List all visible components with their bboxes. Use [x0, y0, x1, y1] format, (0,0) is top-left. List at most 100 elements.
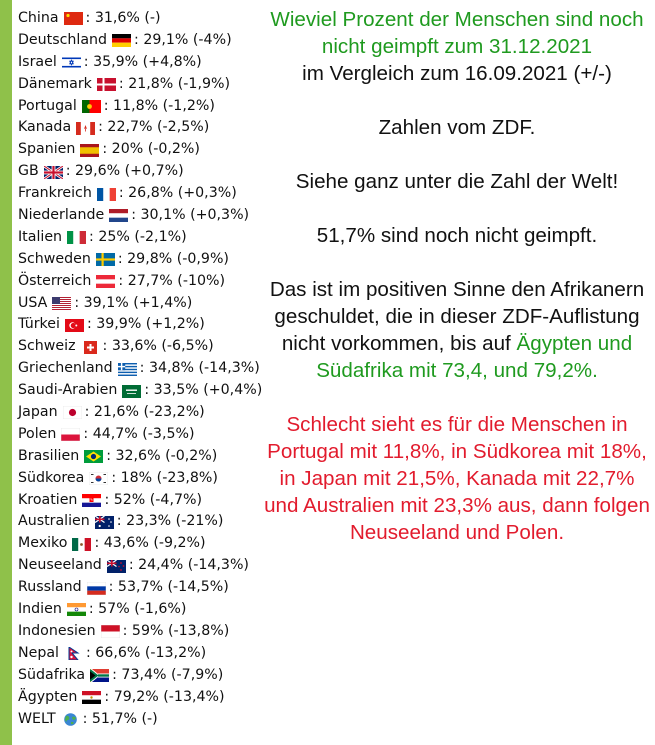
country-value: : 66,6% (-13,2%) [85, 644, 207, 661]
flag-japan-icon [62, 406, 82, 420]
country-name: Südkorea [18, 469, 85, 486]
flag-turkey-icon [64, 318, 84, 332]
heading-green: Wieviel Prozent der Menschen sind noch n… [270, 8, 644, 58]
country-row-usa: USA: 39,1% (+1,4%) [18, 293, 276, 315]
country-row-gb: GB: 29,6% (+0,7%) [18, 161, 276, 183]
country-row-oesterreich: Österreich : 27,7% (-10%) [18, 271, 276, 293]
country-row-australien: Australien : 23,3% (-21%) [18, 511, 276, 533]
country-name: Russland [18, 579, 82, 596]
country-value: : 18% (-23,8%) [111, 469, 218, 486]
country-value: : 21,8% (-1,9%) [118, 75, 231, 92]
country-name: Indien [18, 601, 62, 618]
country-value: : 51,7% (-) [82, 710, 158, 727]
country-value: : 27,7% (-10%) [118, 272, 226, 289]
flag-brazil-icon [84, 450, 104, 464]
country-row-neuseeland: Neuseeland : 24,4% (-14,3%) [18, 555, 276, 577]
world-hint: Siehe ganz unter die Zahl der Welt! [295, 170, 619, 193]
country-value: : 23,3% (-21%) [116, 513, 224, 530]
country-name: Neuseeland [18, 557, 102, 574]
country-name: Australien [18, 513, 90, 530]
left-accent-bar [0, 0, 12, 745]
flag-greece-icon [117, 362, 137, 376]
flag-denmark-icon [96, 78, 116, 92]
country-value: : 32,6% (-0,2%) [106, 447, 218, 464]
flag-spain-icon [80, 143, 100, 157]
flag-south-africa-icon [90, 669, 110, 683]
country-row-japan: Japan : 21,6% (-23,2%) [18, 402, 276, 424]
country-value: : 29,6% (+0,7%) [65, 163, 184, 180]
flag-egypt-icon [82, 691, 102, 705]
flag-netherlands-icon [109, 209, 129, 223]
country-value: : 39,9% (+1,2%) [86, 316, 205, 333]
country-value: : 29,8% (-0,9%) [117, 250, 229, 267]
country-row-niederlande: Niederlande : 30,1% (+0,3%) [18, 205, 276, 227]
country-row-frankreich: Frankreich: 26,8% (+0,3%) [18, 183, 276, 205]
flag-germany-icon [112, 34, 132, 48]
country-row-kanada: Kanada: 22,7% (-2,5%) [18, 117, 276, 139]
country-name: Ägypten [18, 688, 78, 705]
country-value: : 43,6% (-9,2%) [94, 535, 206, 552]
country-name: Israel [18, 53, 57, 70]
flag-saudi-arabia-icon [122, 384, 142, 398]
country-value: : 44,7% (-3,5%) [83, 425, 195, 442]
country-value: : 34,8% (-14,3%) [139, 360, 260, 377]
africa-paragraph: Das ist im positiven Sinne den Afrikaner… [262, 276, 652, 384]
country-value: : 33,5% (+0,4%) [144, 382, 263, 399]
flag-france-icon [96, 187, 116, 201]
country-name: Südafrika [18, 666, 86, 683]
country-name: Schweiz [18, 338, 76, 355]
country-name: Niederlande [18, 207, 105, 224]
flag-china-icon [63, 12, 83, 26]
country-row-saudi-arabien: Saudi-Arabien : 33,5% (+0,4%) [18, 380, 276, 402]
africa-highlight: Ägypten und Südafrika mit 73,4, und 79,2… [316, 332, 633, 382]
country-row-indonesien: Indonesien: 59% (-13,8%) [18, 621, 276, 643]
country-value: : 24,4% (-14,3%) [128, 557, 249, 574]
country-row-nepal: Nepal: 66,6% (-13,2%) [18, 643, 276, 665]
country-row-brasilien: Brasilien : 32,6% (-0,2%) [18, 446, 276, 468]
country-name: Japan [18, 404, 58, 421]
country-row-suedkorea: Südkorea : 18% (-23,8%) [18, 468, 276, 490]
country-value: : 57% (-1,6%) [88, 601, 187, 618]
country-value: : 35,9% (+4,8%) [83, 53, 202, 70]
flag-uk-icon [43, 165, 63, 179]
country-value: : 39,1% (+1,4%) [74, 294, 193, 311]
country-row-portugal: Portugal: 11,8% (-1,2%) [18, 96, 276, 118]
country-name: Indonesien [18, 622, 96, 639]
country-row-griechenland: Griechenland: 34,8% (-14,3%) [18, 358, 276, 380]
country-name: Italien [18, 228, 63, 245]
country-name: Österreich [18, 272, 92, 289]
country-name: Deutschland [18, 31, 108, 48]
country-name: Spanien [18, 141, 76, 158]
country-value: : 52% (-4,7%) [104, 491, 203, 508]
country-name: Frankreich [18, 185, 92, 202]
country-value: : 31,6% (-) [85, 10, 161, 26]
flag-south-korea-icon [89, 472, 109, 486]
globe-icon [61, 713, 80, 726]
country-value: : 21,6% (-23,2%) [84, 404, 205, 421]
country-row-schweiz: Schweiz : 33,6% (-6,5%) [18, 336, 276, 358]
country-name: Saudi-Arabien [18, 382, 118, 399]
flag-indonesia-icon [100, 625, 120, 639]
flag-israel-icon [61, 56, 81, 70]
flag-poland-icon [61, 428, 81, 442]
flag-italy-icon [67, 231, 87, 245]
country-value: : 73,4% (-7,9%) [112, 666, 224, 683]
country-name: Schweden [18, 250, 91, 267]
country-name: China [18, 10, 59, 26]
country-row-israel: Israel : 35,9% (+4,8%) [18, 52, 276, 74]
flag-canada-icon [76, 121, 96, 135]
country-name: Brasilien [18, 447, 80, 464]
country-value: : 33,6% (-6,5%) [102, 338, 214, 355]
country-value: : 11,8% (-1,2%) [103, 97, 215, 114]
country-row-indien: Indien : 57% (-1,6%) [18, 599, 276, 621]
country-row-welt: WELT: 51,7% (-) [18, 709, 276, 731]
flag-mexico-icon [72, 537, 92, 551]
country-value: : 30,1% (+0,3%) [131, 207, 250, 224]
country-row-china: China : 31,6% (-) [18, 8, 276, 30]
country-row-schweden: Schweden : 29,8% (-0,9%) [18, 249, 276, 271]
country-value: : 25% (-2,1%) [89, 228, 187, 245]
country-row-russland: Russland: 53,7% (-14,5%) [18, 577, 276, 599]
country-list: China: 31,6% (-) Deutschland: 29,1% (-4%)… [18, 8, 276, 730]
commentary-panel: Wieviel Prozent der Menschen sind noch n… [262, 6, 652, 546]
flag-sweden-icon [95, 253, 115, 267]
